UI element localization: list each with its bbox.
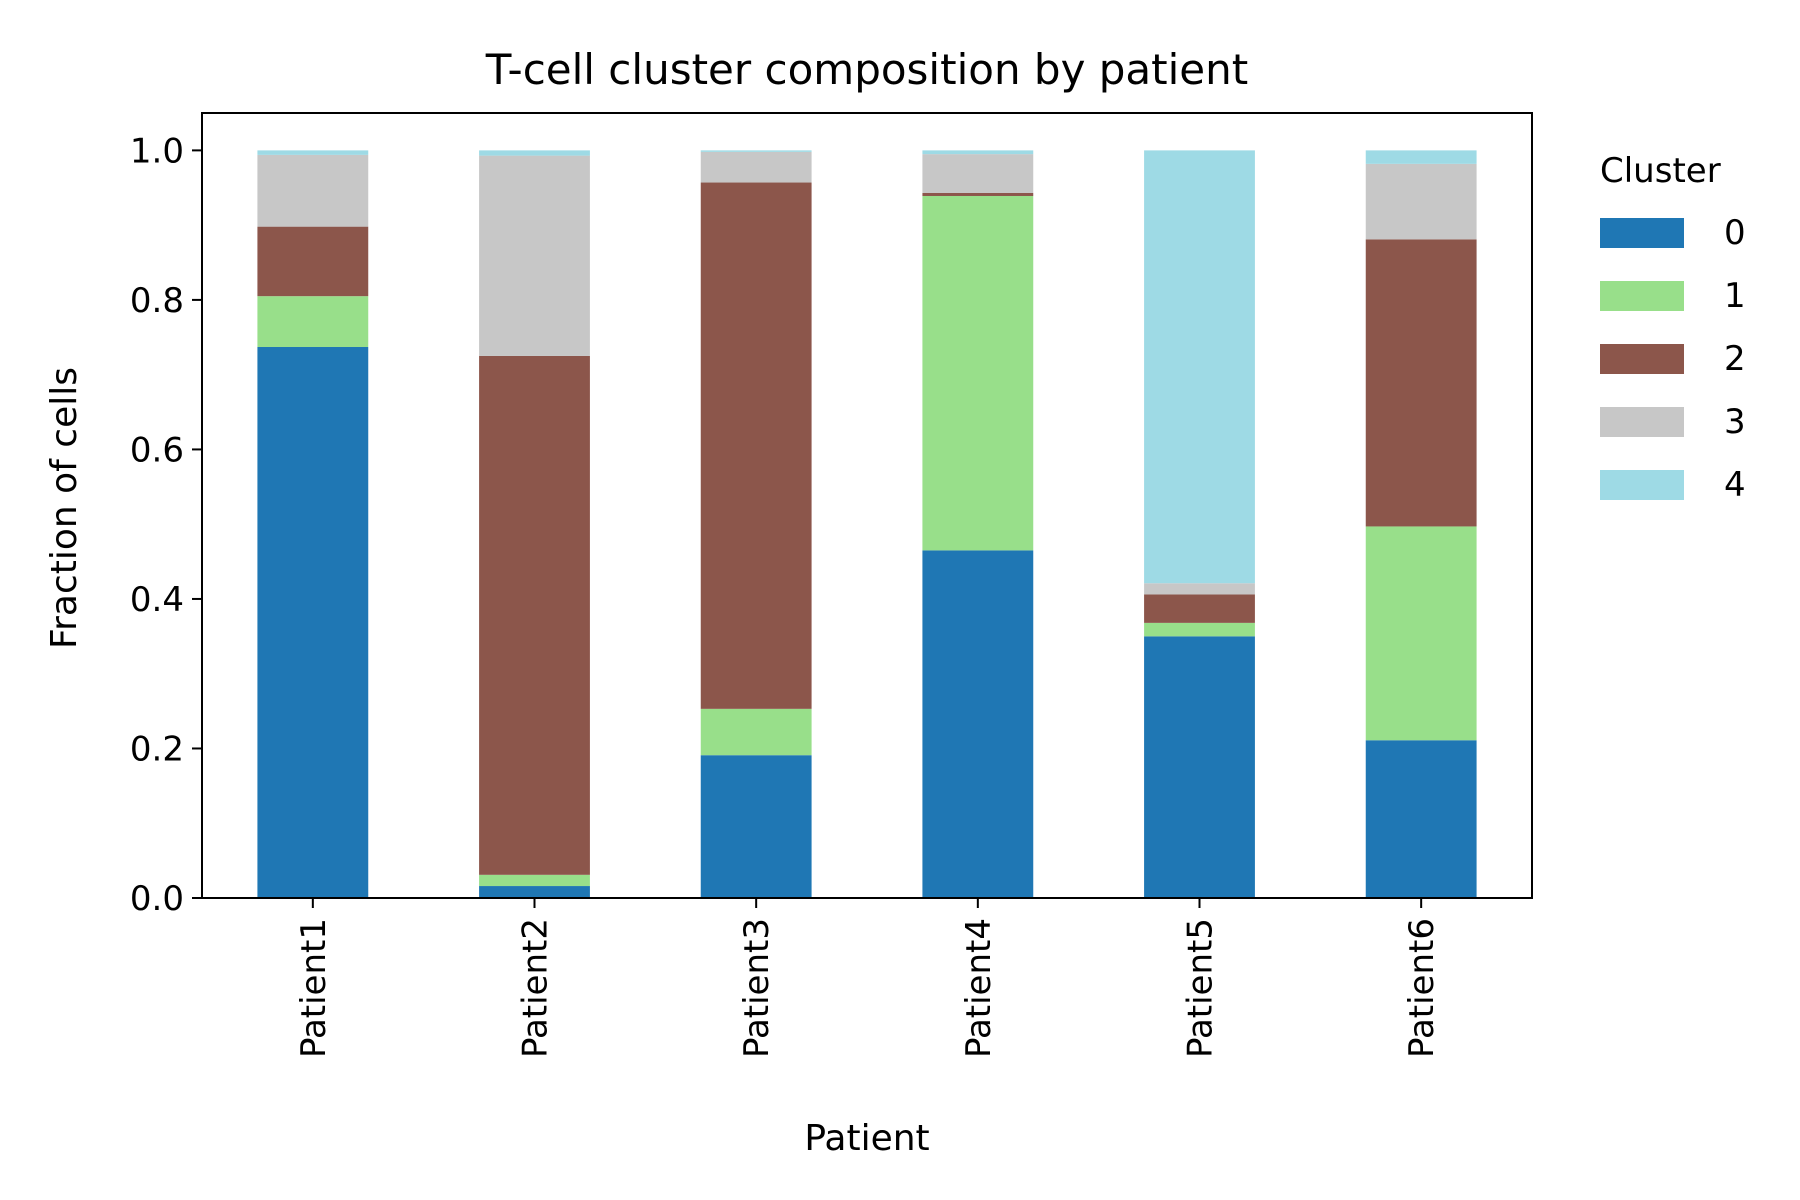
plot-frame	[201, 112, 1533, 899]
legend-swatch-cluster-3	[1600, 407, 1684, 437]
bar-segment-patient3-cluster-2	[700, 182, 812, 709]
y-tick-label: 0.6	[130, 430, 184, 470]
bar-segment-patient1-cluster-3	[257, 154, 369, 227]
y-tick-label: 0.2	[130, 729, 184, 769]
bar-segment-patient6-cluster-0	[1365, 740, 1477, 898]
x-axis-label: Patient	[804, 1118, 929, 1159]
bar-segment-patient2-cluster-2	[479, 355, 590, 875]
legend-label-cluster-0: 0	[1724, 213, 1746, 253]
chart-title: T-cell cluster composition by patient	[485, 45, 1249, 94]
x-tick-label: Patient6	[1402, 918, 1442, 1058]
x-tick-label: Patient1	[294, 918, 334, 1058]
legend-label-cluster-1: 1	[1724, 276, 1746, 316]
bar-segment-patient1-cluster-4	[257, 150, 369, 155]
legend-label-cluster-3: 3	[1724, 402, 1746, 442]
bar-segment-patient2-cluster-3	[479, 155, 590, 356]
bar-segment-patient4-cluster-3	[922, 154, 1034, 193]
y-tick-label: 0.0	[130, 879, 184, 919]
bar-segment-patient6-cluster-4	[1365, 150, 1477, 164]
bar-segment-patient4-cluster-0	[922, 550, 1034, 898]
x-tick-label: Patient5	[1181, 918, 1221, 1058]
legend-title: Cluster	[1600, 151, 1721, 191]
bar-segment-patient5-cluster-2	[1144, 594, 1255, 623]
bar-segment-patient5-cluster-3	[1144, 583, 1255, 595]
bar-segment-patient1-cluster-2	[257, 226, 369, 297]
legend-label-cluster-4: 4	[1724, 465, 1746, 505]
bar-segment-patient1-cluster-0	[257, 347, 369, 898]
bar-segment-patient3-cluster-4	[700, 150, 812, 152]
bar-segment-patient4-cluster-1	[922, 195, 1034, 551]
bar-segment-patient6-cluster-1	[1365, 526, 1477, 741]
bar-segment-patient2-cluster-4	[479, 150, 590, 156]
y-axis: 0.0 0.2 0.4 0.6 0.8 1.0	[130, 131, 202, 919]
bar-segment-patient3-cluster-3	[700, 151, 812, 183]
bar-segment-patient2-cluster-1	[479, 874, 590, 887]
y-tick-label: 0.4	[130, 580, 184, 620]
legend-swatch-cluster-1	[1600, 281, 1684, 311]
bar-segment-patient5-cluster-4	[1144, 150, 1255, 584]
legend-swatch-cluster-4	[1600, 470, 1684, 500]
bar-segment-patient6-cluster-3	[1365, 163, 1477, 240]
legend-swatch-cluster-2	[1600, 344, 1684, 374]
bar-segment-patient1-cluster-1	[257, 296, 369, 348]
x-tick-label: Patient3	[737, 918, 777, 1058]
bar-segment-patient3-cluster-0	[700, 755, 812, 898]
bar-segment-patient5-cluster-1	[1144, 622, 1255, 637]
y-tick-label: 1.0	[130, 131, 184, 171]
bars-group	[257, 150, 1477, 898]
bar-segment-patient4-cluster-2	[922, 192, 1034, 196]
legend: Cluster 0 1 2 3 4	[1600, 151, 1746, 505]
y-tick-label: 0.8	[130, 281, 184, 321]
bar-segment-patient2-cluster-0	[479, 886, 590, 898]
bar-segment-patient4-cluster-4	[922, 150, 1034, 155]
bar-segment-patient6-cluster-2	[1365, 239, 1477, 527]
legend-swatch-cluster-0	[1600, 218, 1684, 248]
y-axis-label: Fraction of cells	[44, 367, 85, 649]
bar-segment-patient5-cluster-0	[1144, 636, 1255, 898]
legend-label-cluster-2: 2	[1724, 339, 1746, 379]
x-tick-label: Patient4	[959, 918, 999, 1058]
bar-segment-patient3-cluster-1	[700, 708, 812, 756]
x-axis: Patient1 Patient2 Patient3 Patient4 Patient5…	[294, 898, 1442, 1058]
x-tick-label: Patient2	[516, 918, 556, 1058]
